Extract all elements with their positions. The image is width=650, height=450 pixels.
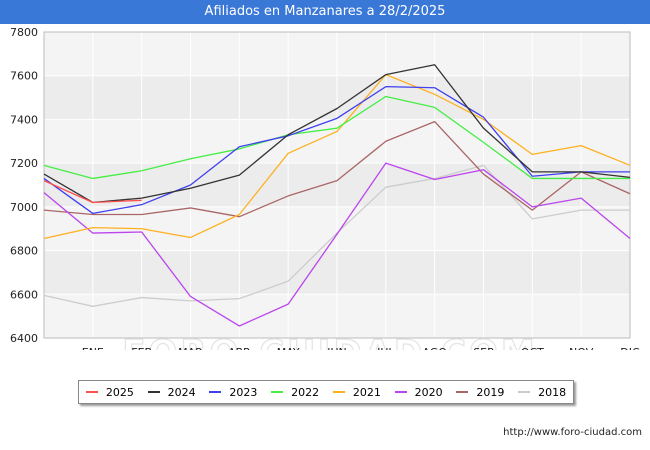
legend-swatch <box>85 391 98 393</box>
y-tick-label: 7000 <box>10 201 38 214</box>
legend-item-2018: 2018 <box>518 386 566 399</box>
y-tick-label: 6800 <box>10 245 38 258</box>
legend-item-2020: 2020 <box>394 385 443 399</box>
x-tick-label: JUL <box>376 346 395 350</box>
x-tick-label: OCT <box>521 346 544 350</box>
x-tick-label: ENE <box>82 346 104 350</box>
series-line-2020 <box>43 162 631 327</box>
legend-label: 2024 <box>167 385 196 399</box>
legend-label: 2022 <box>291 385 320 399</box>
legend-item-2023: 2023 <box>209 386 257 399</box>
legend-label: 2018 <box>538 385 567 399</box>
x-tick-label: SEP <box>473 346 494 350</box>
series-line-2025 <box>43 180 142 204</box>
x-tick-label: AGO <box>422 346 447 350</box>
x-tick-label: ABR <box>228 346 251 350</box>
y-tick-label: 7800 <box>10 26 38 39</box>
series-line-2021 <box>43 73 631 240</box>
y-tick-label: 7200 <box>10 157 38 170</box>
y-tick-label: 6600 <box>10 288 38 301</box>
series-line-2019 <box>43 120 631 218</box>
legend-item-2019: 2019 <box>456 386 504 399</box>
title-bar: Afiliados en Manzanares a 28/2/2025 <box>0 0 650 24</box>
x-tick-label: MAY <box>277 346 300 350</box>
source-url[interactable]: http://www.foro-ciudad.com <box>503 427 642 438</box>
legend-label: 2019 <box>476 385 505 399</box>
series-line-2023 <box>43 85 630 215</box>
x-tick-label: DIC <box>620 346 640 350</box>
plot-border <box>43 31 631 339</box>
legend-item-2025: 2025 <box>85 385 134 399</box>
legend-swatch <box>394 391 407 393</box>
x-tick-label: JUN <box>326 346 347 350</box>
legend-item-2021: 2021 <box>332 385 381 399</box>
chart-area: 6400 6600 6800 7000 7200 7400 7600 7800 FORO-CIU… <box>10 26 640 350</box>
y-tick-label: 6400 <box>10 332 38 345</box>
legend-label: 2021 <box>352 385 381 399</box>
legend-label: 2020 <box>414 385 443 399</box>
legend-label: 2025 <box>105 385 134 399</box>
watermark: FORO-CIUDAD.COM <box>122 333 538 350</box>
chart-title: Afiliados en Manzanares a 28/2/2025 <box>204 4 446 19</box>
legend-swatch <box>518 391 531 393</box>
legend-swatch <box>456 391 469 393</box>
y-tick-label: 7600 <box>10 70 38 83</box>
legend-item-2024: 2024 <box>147 385 196 399</box>
legend-swatch <box>271 391 284 393</box>
x-tick-label: MAR <box>178 346 203 350</box>
y-tick-label: 7400 <box>10 113 38 126</box>
legend-swatch <box>209 391 222 393</box>
legend-label: 2023 <box>229 385 258 399</box>
x-tick-label: NOV <box>569 346 594 350</box>
legend-swatch <box>147 391 160 393</box>
legend: 2025 2024 2023 2022 2021 2020 2019 2018 <box>78 380 574 404</box>
x-tick-label: FEB <box>131 346 152 350</box>
series-line-2022 <box>43 95 630 180</box>
legend-item-2022: 2022 <box>271 386 319 399</box>
legend-swatch <box>332 391 345 393</box>
series-line-2024 <box>43 64 631 204</box>
